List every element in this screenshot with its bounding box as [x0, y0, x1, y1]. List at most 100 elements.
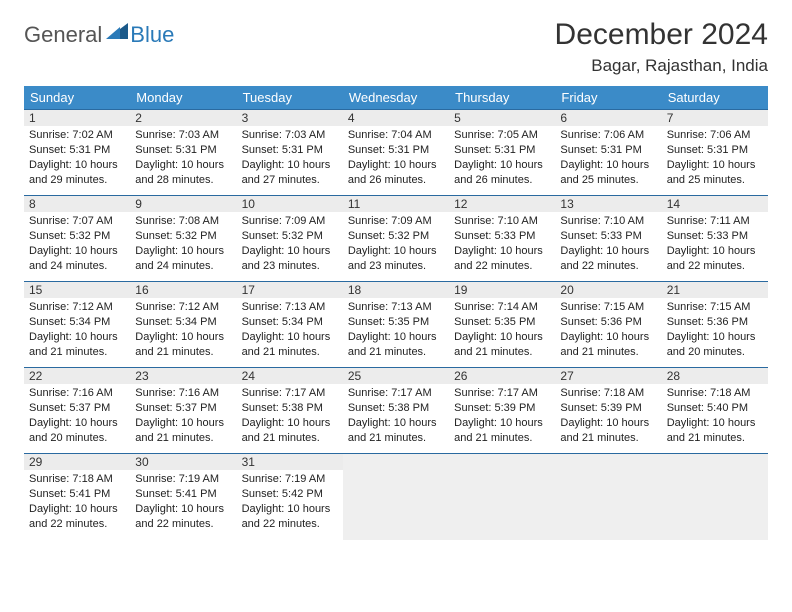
daylight-text: and 25 minutes. — [667, 173, 763, 188]
sunset-text: Sunset: 5:32 PM — [29, 229, 125, 244]
sunset-text: Sunset: 5:37 PM — [135, 401, 231, 416]
calendar-day-cell: 17Sunrise: 7:13 AMSunset: 5:34 PMDayligh… — [237, 282, 343, 368]
daylight-text: Daylight: 10 hours — [135, 502, 231, 517]
daylight-text: Daylight: 10 hours — [242, 416, 338, 431]
daylight-text: and 21 minutes. — [667, 431, 763, 446]
calendar-day-cell: 22Sunrise: 7:16 AMSunset: 5:37 PMDayligh… — [24, 368, 130, 454]
daylight-text: and 27 minutes. — [242, 173, 338, 188]
sunset-text: Sunset: 5:38 PM — [242, 401, 338, 416]
day-number: 22 — [24, 368, 130, 384]
calendar-day-cell: 31Sunrise: 7:19 AMSunset: 5:42 PMDayligh… — [237, 454, 343, 540]
daylight-text: and 20 minutes. — [29, 431, 125, 446]
day-number: 1 — [24, 110, 130, 126]
daylight-text: and 28 minutes. — [135, 173, 231, 188]
daylight-text: and 22 minutes. — [560, 259, 656, 274]
sunrise-text: Sunrise: 7:03 AM — [242, 128, 338, 143]
calendar-day-cell: 25Sunrise: 7:17 AMSunset: 5:38 PMDayligh… — [343, 368, 449, 454]
day-number: 25 — [343, 368, 449, 384]
day-number: 24 — [237, 368, 343, 384]
weekday-header: Thursday — [449, 86, 555, 110]
daylight-text: Daylight: 10 hours — [29, 158, 125, 173]
sunrise-text: Sunrise: 7:08 AM — [135, 214, 231, 229]
daylight-text: Daylight: 10 hours — [667, 158, 763, 173]
day-number: 26 — [449, 368, 555, 384]
day-number: 10 — [237, 196, 343, 212]
calendar-day-cell: 26Sunrise: 7:17 AMSunset: 5:39 PMDayligh… — [449, 368, 555, 454]
sunset-text: Sunset: 5:41 PM — [135, 487, 231, 502]
sunrise-text: Sunrise: 7:15 AM — [560, 300, 656, 315]
sunset-text: Sunset: 5:33 PM — [560, 229, 656, 244]
calendar-empty-cell — [449, 454, 555, 540]
sunset-text: Sunset: 5:31 PM — [560, 143, 656, 158]
sunset-text: Sunset: 5:41 PM — [29, 487, 125, 502]
sunrise-text: Sunrise: 7:02 AM — [29, 128, 125, 143]
sunset-text: Sunset: 5:39 PM — [454, 401, 550, 416]
sunset-text: Sunset: 5:32 PM — [348, 229, 444, 244]
day-number: 4 — [343, 110, 449, 126]
day-number: 9 — [130, 196, 236, 212]
day-number: 8 — [24, 196, 130, 212]
sunrise-text: Sunrise: 7:19 AM — [242, 472, 338, 487]
sunrise-text: Sunrise: 7:11 AM — [667, 214, 763, 229]
daylight-text: Daylight: 10 hours — [135, 330, 231, 345]
daylight-text: Daylight: 10 hours — [242, 244, 338, 259]
calendar-week-row: 15Sunrise: 7:12 AMSunset: 5:34 PMDayligh… — [24, 282, 768, 368]
day-number: 23 — [130, 368, 236, 384]
daylight-text: Daylight: 10 hours — [242, 502, 338, 517]
weekday-header-row: SundayMondayTuesdayWednesdayThursdayFrid… — [24, 86, 768, 110]
day-number: 3 — [237, 110, 343, 126]
daylight-text: Daylight: 10 hours — [135, 416, 231, 431]
calendar-day-cell: 1 Sunrise: 7:02 AMSunset: 5:31 PMDaylight… — [24, 110, 130, 196]
day-number: 16 — [130, 282, 236, 298]
sunset-text: Sunset: 5:31 PM — [29, 143, 125, 158]
sunrise-text: Sunrise: 7:13 AM — [242, 300, 338, 315]
sunrise-text: Sunrise: 7:17 AM — [454, 386, 550, 401]
sunset-text: Sunset: 5:31 PM — [667, 143, 763, 158]
calendar-day-cell: 29Sunrise: 7:18 AMSunset: 5:41 PMDayligh… — [24, 454, 130, 540]
day-number: 11 — [343, 196, 449, 212]
day-number: 2 — [130, 110, 236, 126]
calendar-day-cell: 9 Sunrise: 7:08 AMSunset: 5:32 PMDaylight… — [130, 196, 236, 282]
daylight-text: Daylight: 10 hours — [242, 330, 338, 345]
sunset-text: Sunset: 5:35 PM — [454, 315, 550, 330]
daylight-text: and 21 minutes. — [135, 431, 231, 446]
calendar-day-cell: 10Sunrise: 7:09 AMSunset: 5:32 PMDayligh… — [237, 196, 343, 282]
calendar-day-cell: 21Sunrise: 7:15 AMSunset: 5:36 PMDayligh… — [662, 282, 768, 368]
sunset-text: Sunset: 5:32 PM — [135, 229, 231, 244]
calendar-day-cell: 6Sunrise: 7:06 AMSunset: 5:31 PMDaylight… — [555, 110, 661, 196]
daylight-text: and 21 minutes. — [29, 345, 125, 360]
day-number: 19 — [449, 282, 555, 298]
calendar-day-cell: 12Sunrise: 7:10 AMSunset: 5:33 PMDayligh… — [449, 196, 555, 282]
sunrise-text: Sunrise: 7:06 AM — [560, 128, 656, 143]
day-number: 17 — [237, 282, 343, 298]
day-number: 6 — [555, 110, 661, 126]
daylight-text: Daylight: 10 hours — [29, 416, 125, 431]
day-number: 15 — [24, 282, 130, 298]
daylight-text: Daylight: 10 hours — [454, 330, 550, 345]
daylight-text: Daylight: 10 hours — [242, 158, 338, 173]
sunrise-text: Sunrise: 7:18 AM — [560, 386, 656, 401]
weekday-header: Tuesday — [237, 86, 343, 110]
calendar-day-cell: 13Sunrise: 7:10 AMSunset: 5:33 PMDayligh… — [555, 196, 661, 282]
calendar-day-cell: 15Sunrise: 7:12 AMSunset: 5:34 PMDayligh… — [24, 282, 130, 368]
weekday-header: Monday — [130, 86, 236, 110]
daylight-text: Daylight: 10 hours — [454, 244, 550, 259]
daylight-text: and 24 minutes. — [135, 259, 231, 274]
sunset-text: Sunset: 5:31 PM — [348, 143, 444, 158]
calendar-day-cell: 2Sunrise: 7:03 AMSunset: 5:31 PMDaylight… — [130, 110, 236, 196]
day-number: 21 — [662, 282, 768, 298]
header: General Blue December 2024 Bagar, Rajast… — [24, 18, 768, 76]
sunset-text: Sunset: 5:33 PM — [667, 229, 763, 244]
daylight-text: and 21 minutes. — [348, 431, 444, 446]
sunrise-text: Sunrise: 7:19 AM — [135, 472, 231, 487]
weekday-header: Friday — [555, 86, 661, 110]
sunset-text: Sunset: 5:31 PM — [242, 143, 338, 158]
daylight-text: Daylight: 10 hours — [667, 330, 763, 345]
weekday-header: Sunday — [24, 86, 130, 110]
sunset-text: Sunset: 5:35 PM — [348, 315, 444, 330]
daylight-text: Daylight: 10 hours — [135, 244, 231, 259]
calendar-day-cell: 30Sunrise: 7:19 AMSunset: 5:41 PMDayligh… — [130, 454, 236, 540]
calendar-day-cell: 20Sunrise: 7:15 AMSunset: 5:36 PMDayligh… — [555, 282, 661, 368]
sunrise-text: Sunrise: 7:06 AM — [667, 128, 763, 143]
sunrise-text: Sunrise: 7:04 AM — [348, 128, 444, 143]
